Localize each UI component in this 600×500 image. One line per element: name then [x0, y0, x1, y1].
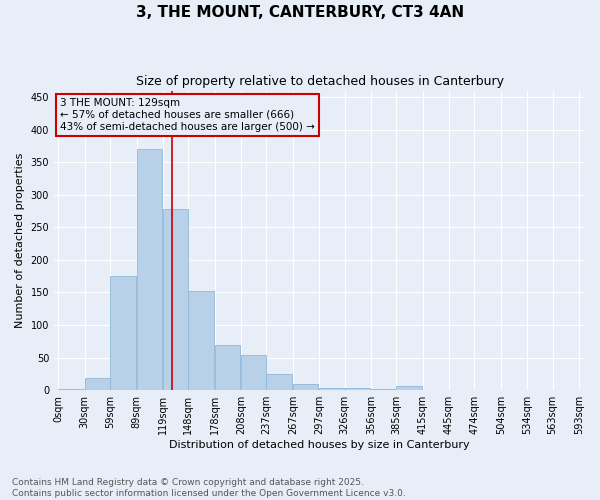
Bar [293, 384, 318, 390]
Bar [371, 389, 397, 390]
Bar [110, 276, 136, 390]
Text: 3 THE MOUNT: 129sqm
← 57% of detached houses are smaller (666)
43% of semi-detac: 3 THE MOUNT: 129sqm ← 57% of detached ho… [60, 98, 315, 132]
Bar [344, 388, 370, 390]
Text: Contains HM Land Registry data © Crown copyright and database right 2025.
Contai: Contains HM Land Registry data © Crown c… [12, 478, 406, 498]
Bar [137, 149, 162, 390]
Bar [85, 378, 110, 390]
Bar [163, 209, 188, 390]
Text: 3, THE MOUNT, CANTERBURY, CT3 4AN: 3, THE MOUNT, CANTERBURY, CT3 4AN [136, 5, 464, 20]
Bar [397, 386, 422, 390]
Bar [319, 388, 344, 390]
Bar [241, 355, 266, 390]
Bar [215, 344, 240, 390]
Title: Size of property relative to detached houses in Canterbury: Size of property relative to detached ho… [136, 75, 503, 88]
Y-axis label: Number of detached properties: Number of detached properties [15, 152, 25, 328]
Bar [188, 291, 214, 390]
Bar [266, 374, 292, 390]
Bar [58, 389, 84, 390]
X-axis label: Distribution of detached houses by size in Canterbury: Distribution of detached houses by size … [169, 440, 470, 450]
